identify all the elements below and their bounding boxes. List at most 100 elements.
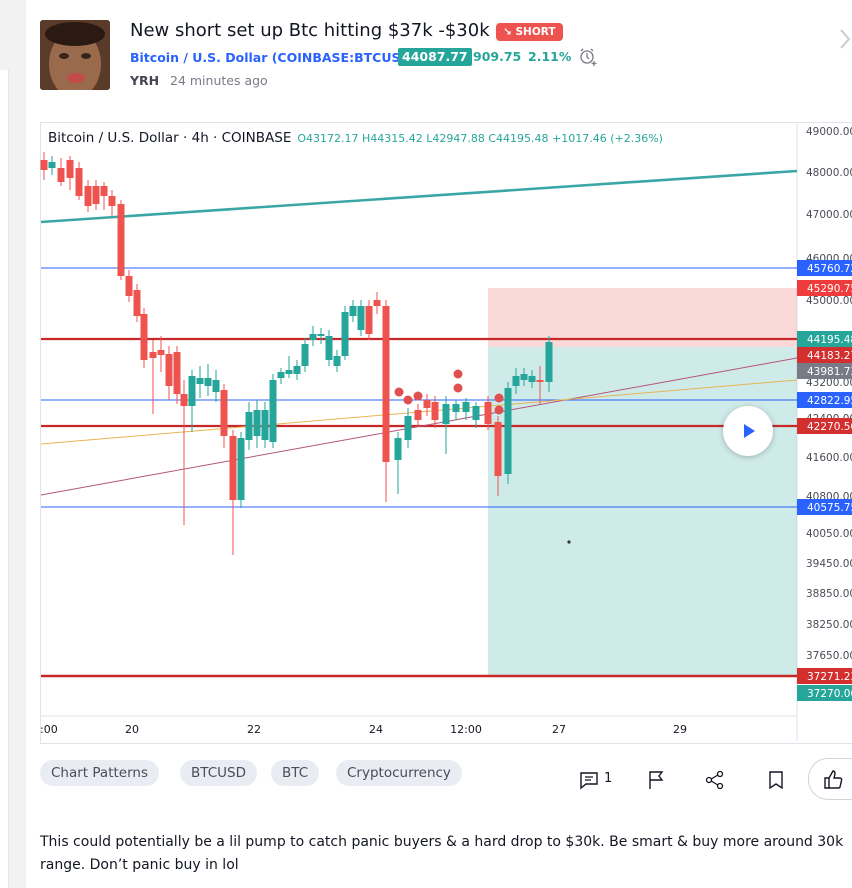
price-tick-label: 38250.00 — [806, 619, 852, 631]
marker-dot — [413, 391, 423, 401]
candle-body — [196, 378, 204, 384]
comment-count: 1 — [604, 771, 613, 786]
candle-body — [431, 402, 439, 420]
candle-body — [462, 402, 470, 412]
time-tick-label: :00 — [40, 723, 58, 736]
price-tag — [797, 499, 852, 515]
price-tick-label: 43200.00 — [806, 377, 852, 389]
candle-body — [173, 352, 181, 394]
price-tag-label: 45290.75 — [807, 283, 852, 295]
price-tick-label: 47000.00 — [806, 209, 852, 221]
candle-body — [536, 380, 544, 382]
candle-body — [365, 306, 373, 334]
candle-body — [442, 404, 450, 424]
marker-dot — [394, 387, 404, 397]
marker-dot — [494, 393, 504, 403]
take-profit-zone — [488, 347, 797, 675]
price-tag-label: 44195.48 — [807, 334, 852, 346]
candle-body — [253, 410, 261, 436]
candle-body — [75, 168, 83, 196]
candle-body — [48, 162, 56, 168]
candle-body — [188, 376, 196, 406]
flag-icon[interactable] — [646, 769, 666, 795]
price-tag-label: 42270.56 — [807, 421, 852, 433]
price-tag-label: 44183.27 — [807, 350, 852, 362]
candle-body — [373, 300, 381, 306]
last-price: 44087.77 — [398, 48, 472, 66]
resistance-trendline — [40, 169, 798, 224]
idea-title: New short set up Btc hitting $37k -$30k — [130, 20, 490, 41]
candle-body — [325, 336, 333, 360]
author-name[interactable]: YRH — [130, 73, 160, 88]
comment-icon[interactable] — [578, 769, 600, 795]
tag-chart-patterns[interactable]: Chart Patterns — [40, 760, 159, 786]
candle-body — [84, 186, 92, 206]
marker-dot — [494, 405, 504, 415]
play-button[interactable] — [723, 406, 773, 456]
candle-body — [133, 290, 141, 316]
candle-body — [452, 404, 460, 412]
candle-body — [414, 410, 422, 420]
candle-body — [229, 436, 237, 500]
candle-body — [301, 344, 309, 366]
share-icon[interactable] — [704, 769, 726, 795]
price-tag — [797, 260, 852, 276]
time-tick-label: 22 — [247, 723, 261, 736]
candle-body — [317, 334, 325, 336]
price-tick-label: 45000.00 — [806, 295, 852, 307]
candle-body — [269, 380, 277, 442]
candle-body — [309, 334, 317, 340]
author-avatar[interactable] — [40, 20, 110, 90]
price-tick-label: 48000.00 — [806, 167, 852, 179]
candle-body — [92, 186, 100, 204]
arrow-down-right-icon: ↘ — [503, 26, 512, 38]
price-tag-label: 42822.95 — [807, 395, 852, 407]
tag-btcusd[interactable]: BTCUSD — [180, 760, 257, 786]
price-tag — [797, 685, 852, 701]
candle-body — [472, 406, 480, 420]
price-tick-label: 41600.00 — [806, 452, 852, 464]
candle-body — [512, 376, 520, 386]
play-icon — [744, 424, 755, 438]
candle-body — [40, 160, 48, 170]
thumbs-up-icon — [824, 770, 843, 789]
candle-body — [157, 350, 165, 355]
tag-btc[interactable]: BTC — [271, 760, 320, 786]
left-frame-edge — [0, 70, 9, 888]
candle-body — [285, 370, 293, 374]
price-tag-label: 37270.06 — [807, 688, 852, 700]
add-alert-icon[interactable] — [578, 47, 598, 71]
time-tick-label: 27 — [552, 723, 566, 736]
candle-body — [528, 376, 536, 382]
chevron-right-icon[interactable] — [838, 28, 852, 54]
tag-cryptocurrency[interactable]: Cryptocurrency — [336, 760, 462, 786]
candle-body — [293, 366, 301, 374]
candle-body — [545, 342, 553, 382]
candle-body — [382, 306, 390, 462]
short-badge-label: SHORT — [515, 26, 556, 38]
bookmark-icon[interactable] — [766, 769, 786, 795]
symbol-link[interactable]: Bitcoin / U.S. Dollar (COINBASE:BTCUSD) — [130, 50, 417, 65]
price-tag-label: 40575.75 — [807, 502, 852, 514]
price-change-abs: 909.75 — [473, 49, 522, 64]
candle-body — [125, 276, 133, 296]
candle-body — [237, 438, 245, 500]
candle-body — [100, 186, 108, 196]
price-tag — [797, 418, 852, 434]
price-tag — [797, 363, 852, 379]
marker-dot — [453, 369, 463, 379]
candle-body — [333, 356, 341, 366]
candle-body — [341, 312, 349, 356]
candle-body — [57, 168, 65, 182]
support-trendline — [40, 357, 798, 496]
candle-body — [394, 438, 402, 460]
candle-body — [261, 410, 269, 440]
like-button[interactable] — [808, 758, 852, 800]
candle-body — [494, 422, 502, 476]
candle-body — [404, 416, 412, 440]
marker-dot — [453, 383, 463, 393]
candle-body — [149, 352, 157, 358]
price-tick-label: 49000.00 — [806, 126, 852, 138]
price-tag — [797, 668, 852, 684]
